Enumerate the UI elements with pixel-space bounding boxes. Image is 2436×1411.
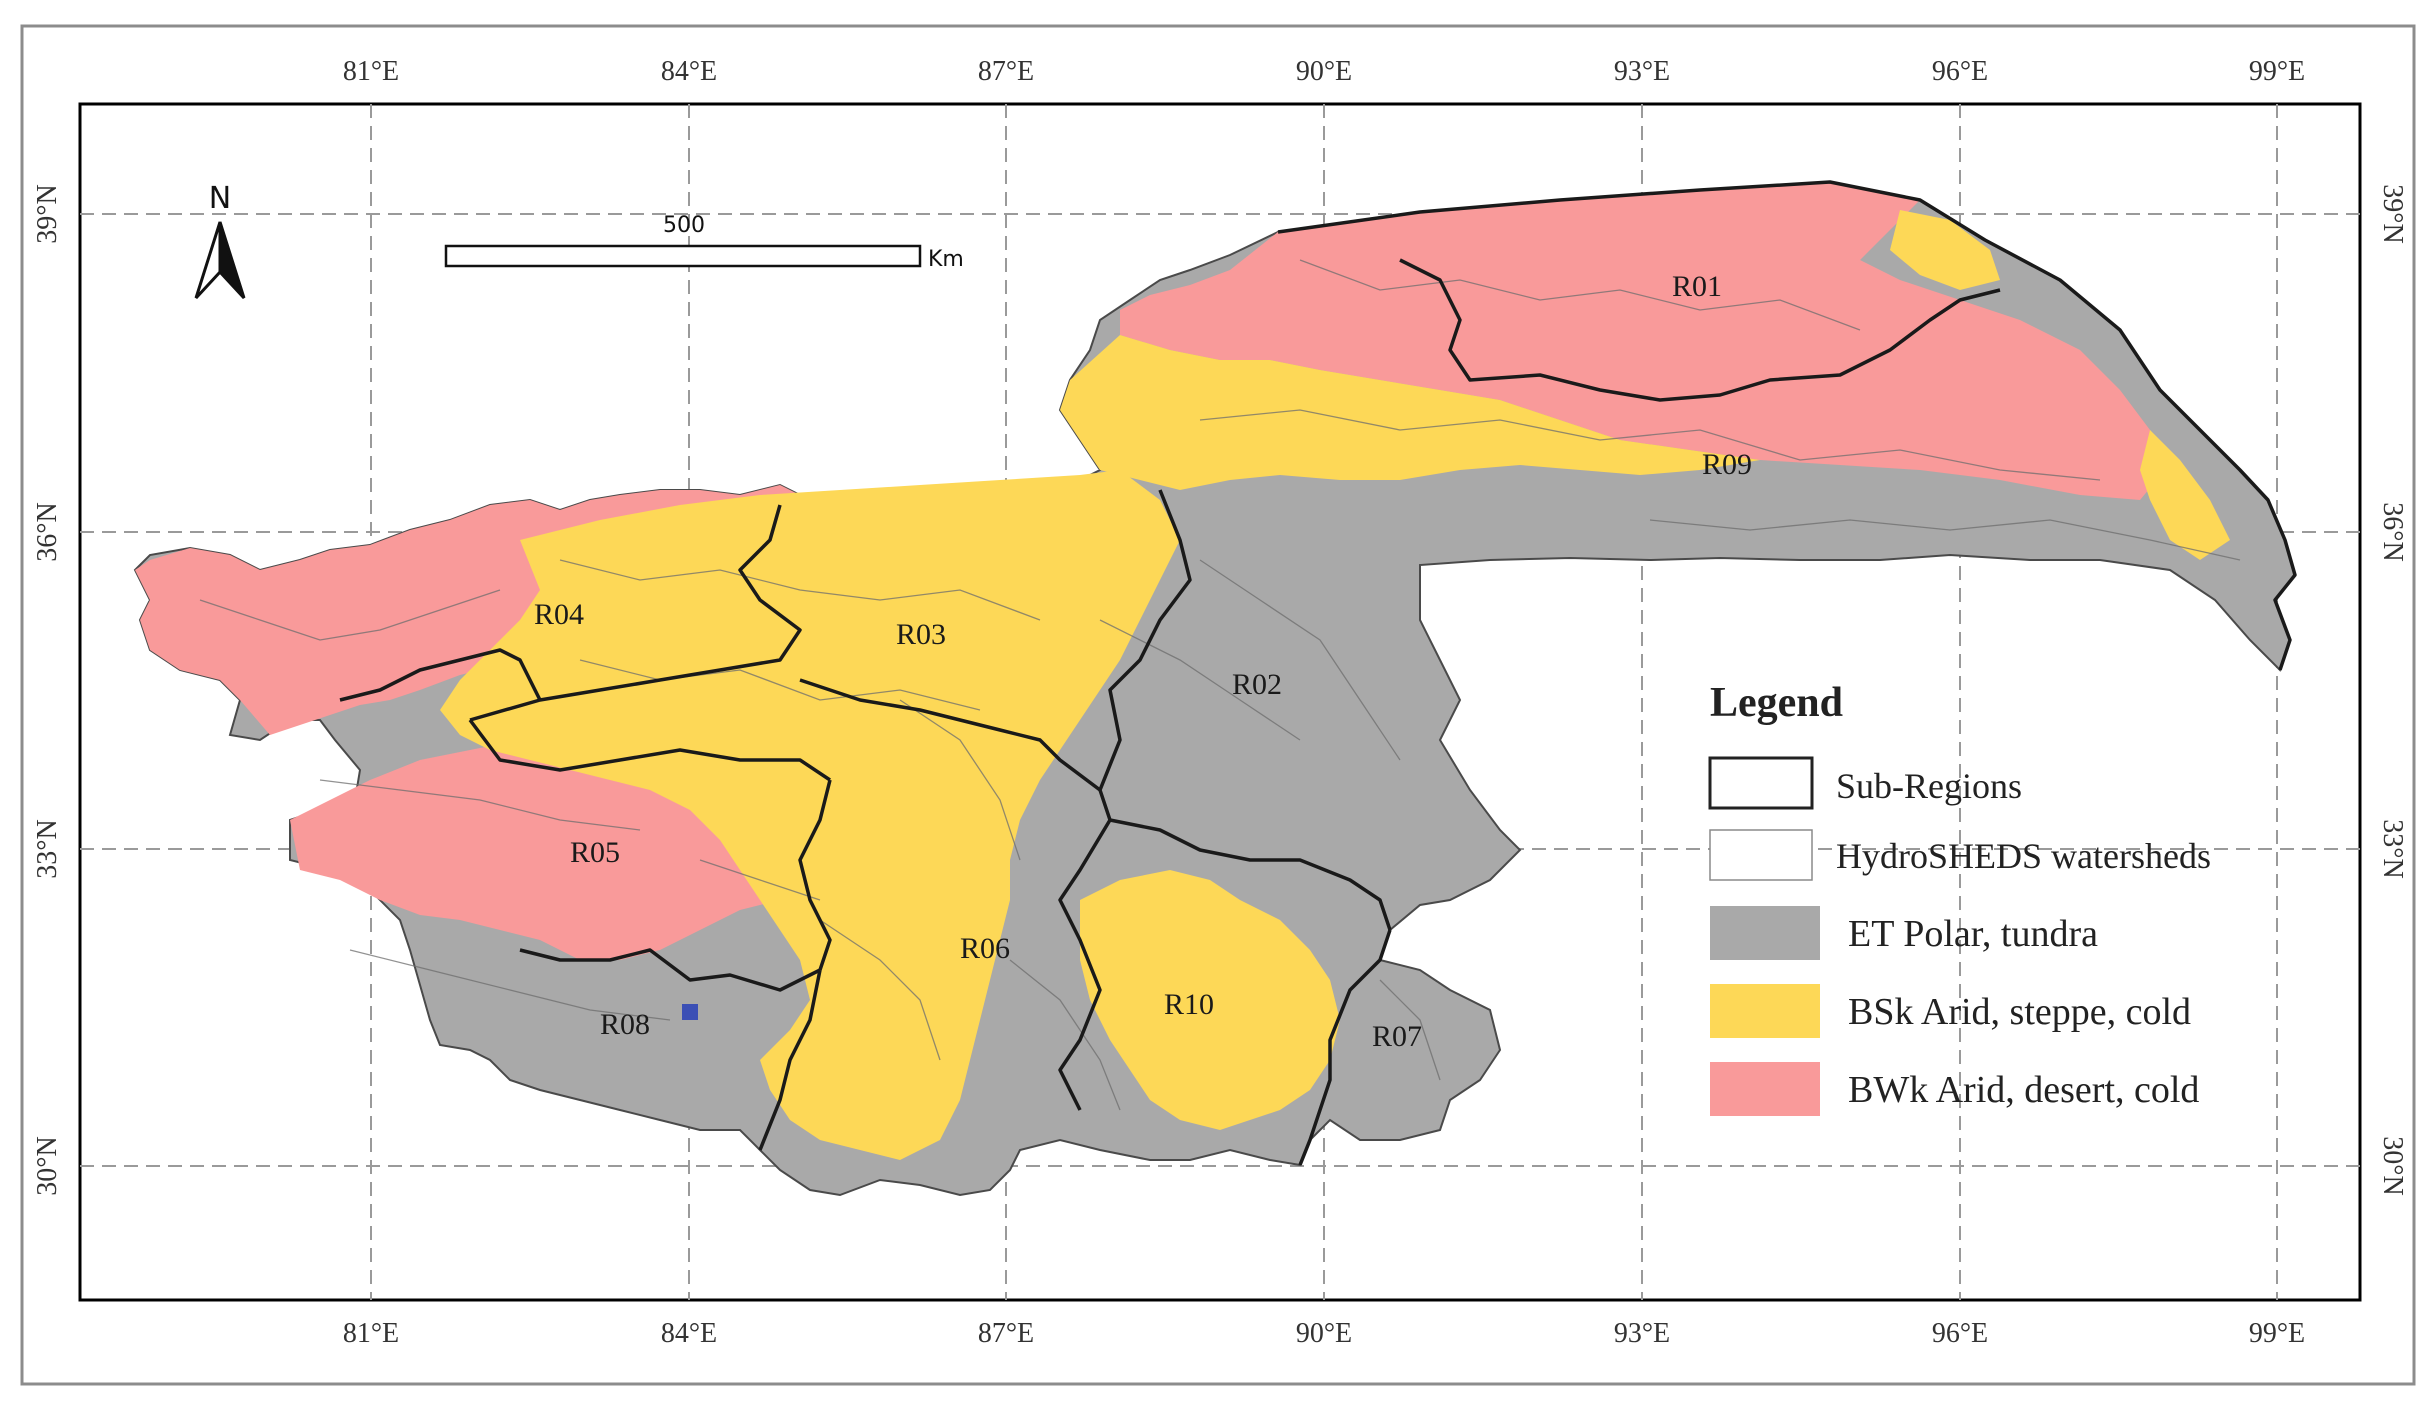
lon-label-bottom-84: 84°E [661,1318,717,1349]
region-labels: R01 R02 R03 R04 R05 R06 R07 R08 R09 R10 [534,270,1752,1053]
lon-labels-bottom: 81°E 84°E 87°E 90°E 93°E 96°E 99°E [343,1318,2305,1349]
lat-label-left-36: 36°N [32,502,63,561]
lake-marker [682,1004,698,1020]
lon-label-top-99: 99°E [2249,56,2305,87]
lon-label-top-84: 84°E [661,56,717,87]
zone-bwk-north [1120,182,2165,500]
scale-bar-unit: Km [928,247,964,272]
zone-bsk-north [1060,335,1760,490]
north-arrow: N [194,181,246,300]
climate-zones [133,180,2297,1197]
hydrosheds-watersheds [199,259,2241,1111]
legend-swatch-et-polar [1710,906,1820,960]
lon-label-top-81: 81°E [343,56,399,87]
lat-label-left-30: 30°N [32,1136,63,1195]
lon-label-top-93: 93°E [1614,56,1670,87]
legend-label-watersheds: HydroSHEDS watersheds [1836,836,2211,876]
legend-title: Legend [1710,680,1843,726]
region-label-r03: R03 [896,618,946,651]
region-label-r10: R10 [1164,988,1214,1021]
zone-bsk-r10 [1080,870,1340,1130]
lat-label-right-33: 33°N [2377,819,2408,878]
legend-label-bwk: BWk Arid, desert, cold [1848,1069,2199,1111]
legend-label-sub-regions: Sub-Regions [1836,766,2022,806]
zone-bsk-r09-edge [2140,430,2230,560]
lon-labels-top: 81°E 84°E 87°E 90°E 93°E 96°E 99°E [343,56,2305,87]
lon-label-top-90: 90°E [1296,56,1352,87]
lat-label-right-30: 30°N [2377,1136,2408,1195]
region-label-r06: R06 [960,932,1010,965]
region-label-r01: R01 [1672,270,1722,303]
lat-label-right-36: 36°N [2377,502,2408,561]
region-label-r04: R04 [534,598,584,631]
lat-label-left-33: 33°N [32,819,63,878]
lon-label-bottom-90: 90°E [1296,1318,1352,1349]
lon-label-bottom-99: 99°E [2249,1318,2305,1349]
scale-bar-box [444,244,922,268]
scale-bar: 500 Km [444,213,964,272]
legend-swatch-bsk [1710,984,1820,1038]
north-arrow-label: N [209,181,231,216]
legend-swatch-watersheds [1709,829,1813,881]
region-label-r07: R07 [1372,1020,1422,1053]
lon-label-bottom-93: 93°E [1614,1318,1670,1349]
lat-label-right-39: 39°N [2377,184,2408,243]
zone-bsk-r09-east [1890,210,2000,290]
legend-swatch-sub-regions [1708,756,1814,810]
region-label-r02: R02 [1232,668,1282,701]
legend-swatch-bwk [1710,1062,1820,1116]
lon-label-top-96: 96°E [1932,56,1988,87]
region-label-r09: R09 [1702,448,1752,481]
lat-labels-left: 39°N 36°N 33°N 30°N [32,184,63,1195]
lon-label-bottom-81: 81°E [343,1318,399,1349]
sub-region-boundaries [339,180,2297,1166]
zone-bsk-central [440,470,1180,1160]
lon-label-top-87: 87°E [978,56,1034,87]
lat-label-left-39: 39°N [32,184,63,243]
legend: Legend Sub-Regions HydroSHEDS watersheds… [1708,680,2211,1116]
region-label-r08: R08 [600,1008,650,1041]
legend-label-et-polar: ET Polar, tundra [1848,913,2098,955]
legend-label-bsk: BSk Arid, steppe, cold [1848,991,2191,1033]
lon-label-bottom-96: 96°E [1932,1318,1988,1349]
lat-labels-right: 39°N 36°N 33°N 30°N [2377,184,2408,1195]
lon-label-bottom-87: 87°E [978,1318,1034,1349]
scale-bar-value: 500 [663,213,705,238]
region-label-r05: R05 [570,836,620,869]
